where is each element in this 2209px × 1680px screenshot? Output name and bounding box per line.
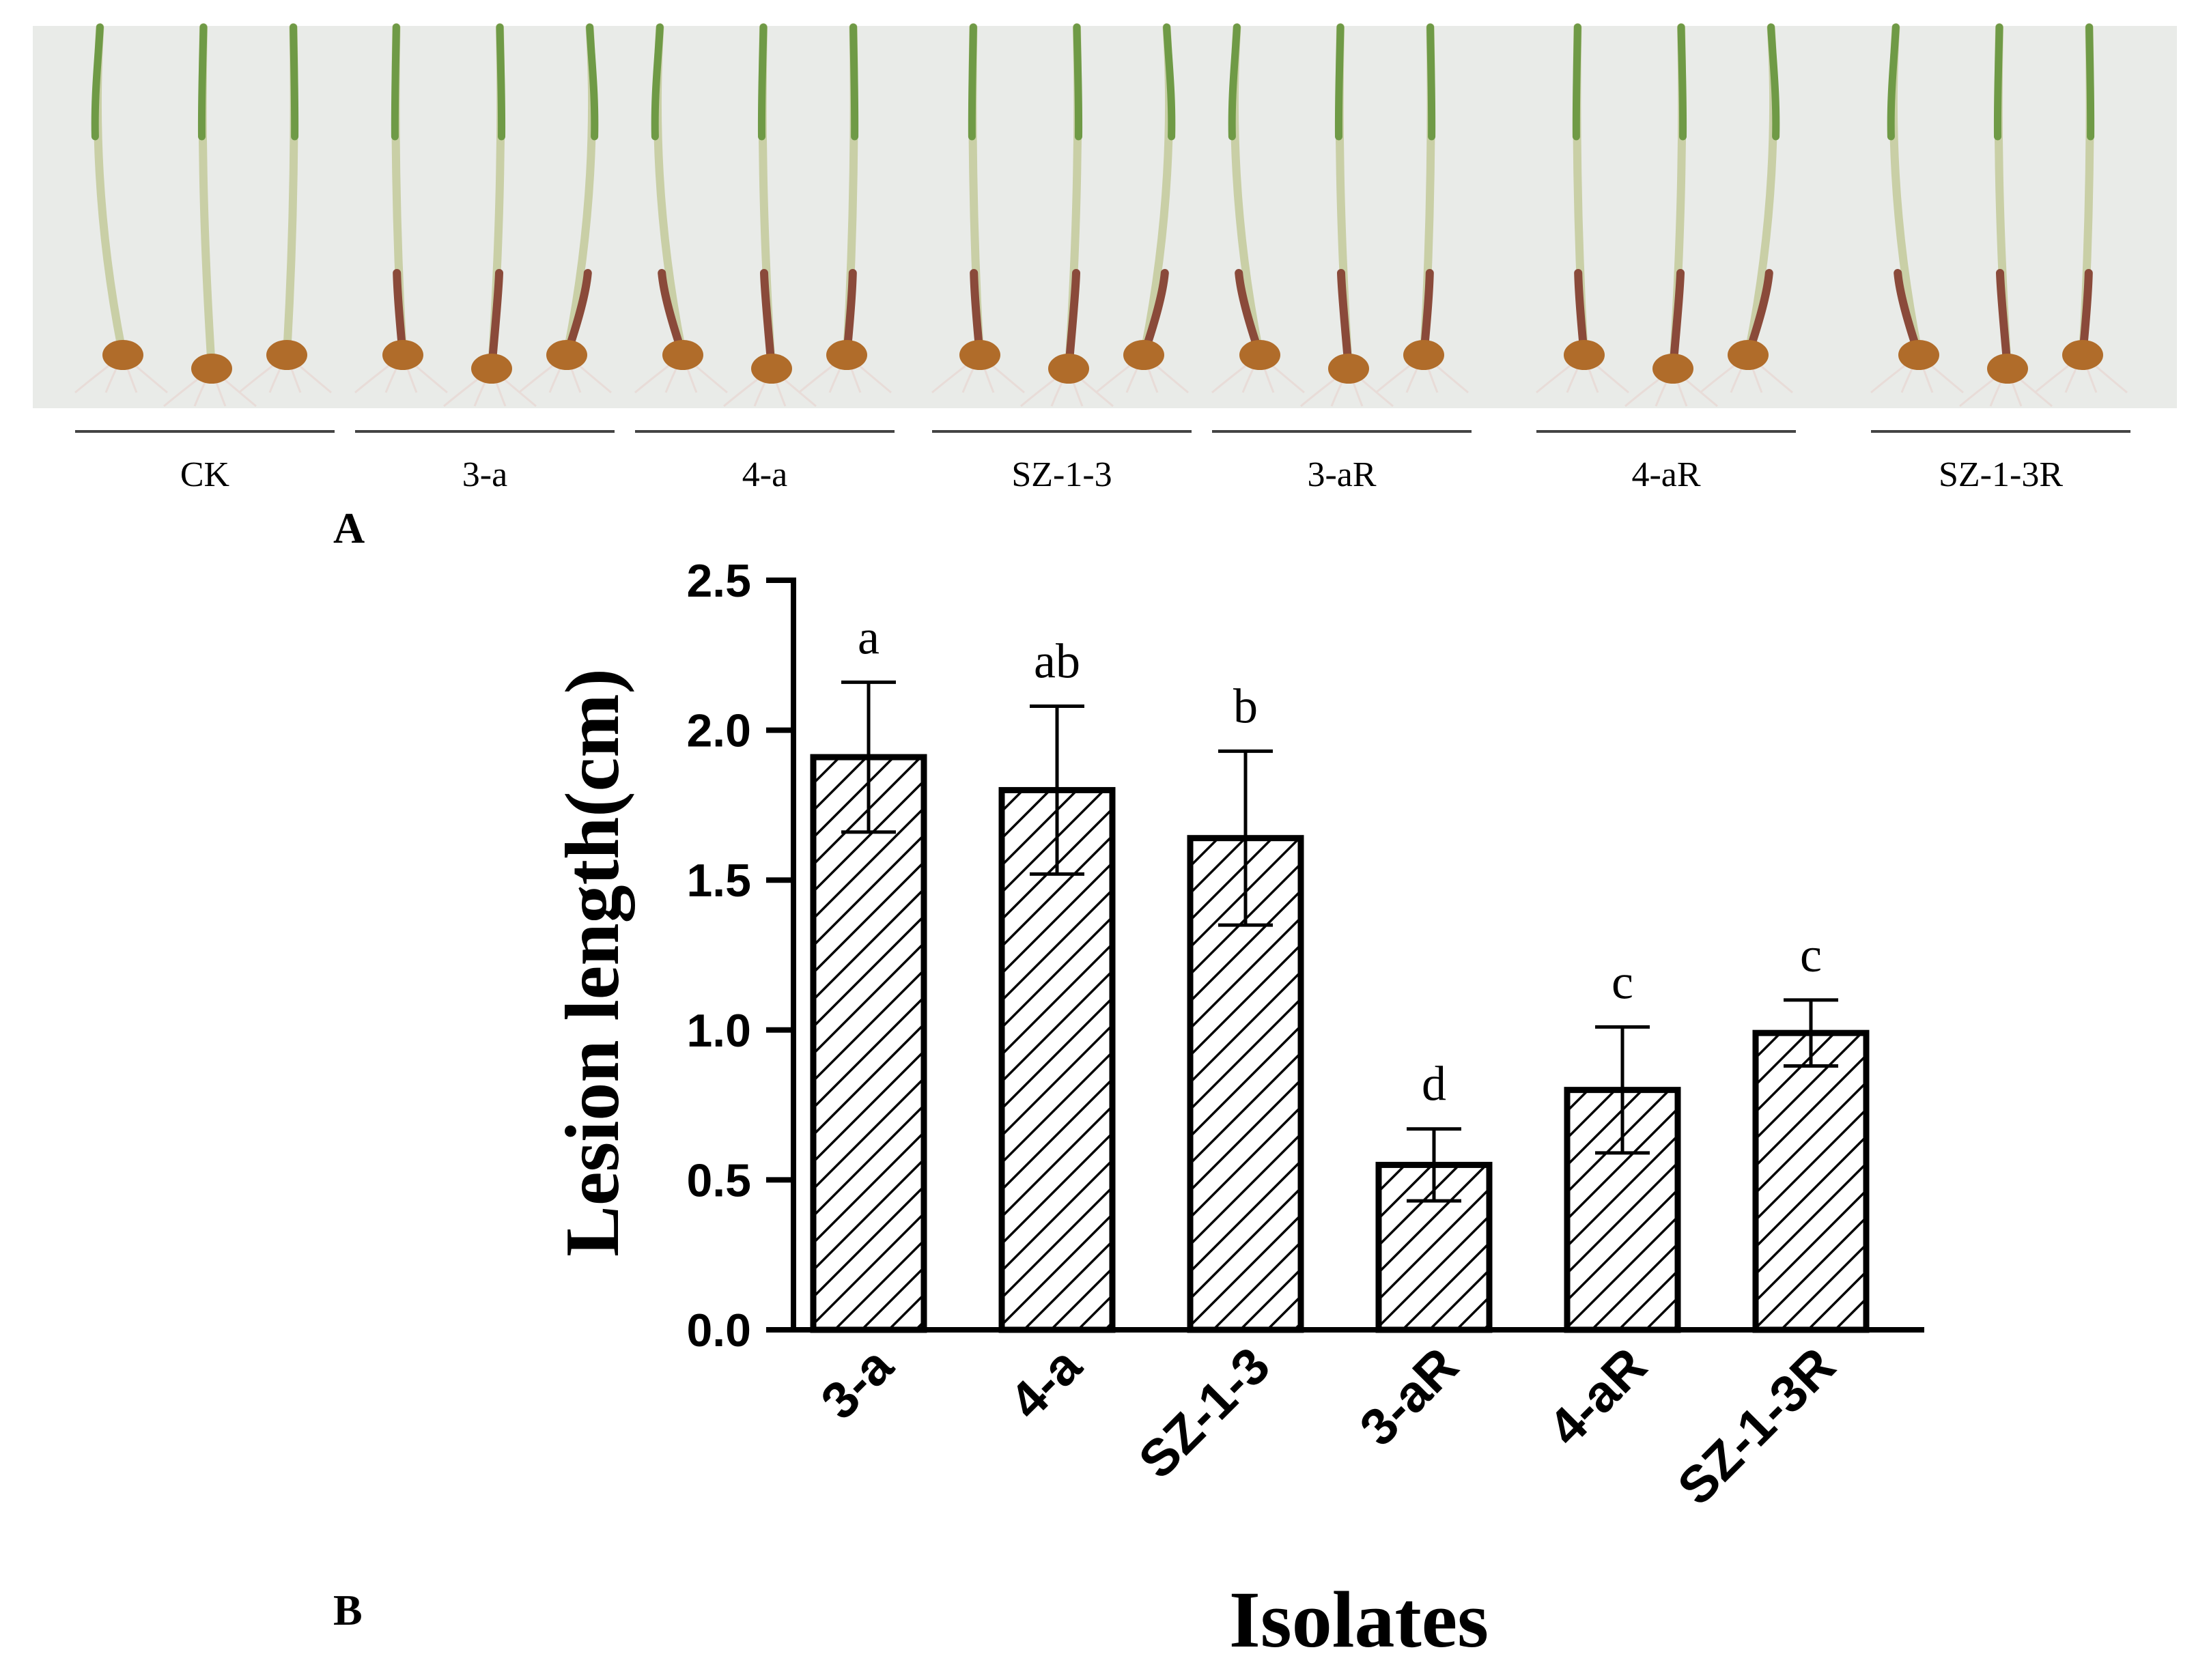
- seedling: [723, 23, 817, 408]
- y-tick-label: 1.0: [686, 1005, 751, 1057]
- group-label: 3-aR: [1307, 455, 1376, 494]
- seedling: [1020, 23, 1114, 408]
- seedling: [1700, 23, 1793, 394]
- bar: [998, 786, 1116, 1333]
- bar-chart: 0.0 0.5 1.0 1.5 2.0 2.5 a 3-a ab 4-a b SZ-1-3 d 3-aR c…: [686, 555, 1924, 1516]
- seedling: [1624, 23, 1718, 408]
- seedling: [163, 23, 257, 408]
- x-tick-label: 4-a: [998, 1336, 1093, 1430]
- seedling: [1300, 23, 1394, 408]
- bar: [1752, 1029, 1870, 1333]
- x-tick-label: 3-a: [810, 1336, 904, 1430]
- seedling: [1536, 23, 1629, 394]
- bar: [810, 754, 927, 1333]
- panel-label-a: A: [333, 504, 365, 552]
- x-tick-label: SZ-1-3: [1128, 1337, 1281, 1490]
- group-label: 4-aR: [1631, 455, 1700, 494]
- seedling-photo: [33, 26, 2177, 408]
- panel-a-photo: CK 3-a 4-a SZ-1-3 3-aR 4-aR SZ-1-3R A: [33, 23, 2177, 552]
- group-label: 3-a: [462, 455, 507, 494]
- panel-label-b: B: [333, 1586, 363, 1634]
- significance-label: c: [1800, 928, 1822, 982]
- y-tick-label: 2.0: [686, 705, 751, 757]
- seedling: [634, 23, 728, 394]
- seedling: [1095, 23, 1189, 394]
- group-label: SZ-1-3R: [1939, 455, 2063, 494]
- seedling: [238, 23, 332, 394]
- significance-label: d: [1422, 1057, 1446, 1111]
- seedling: [798, 23, 892, 394]
- seedling: [443, 23, 537, 408]
- significance-label: c: [1612, 954, 1633, 1009]
- seedling: [2034, 23, 2128, 394]
- group-labels: CK 3-a 4-a SZ-1-3 3-aR 4-aR SZ-1-3R: [180, 455, 2063, 494]
- seedling: [1959, 23, 2053, 408]
- group-label: CK: [180, 455, 230, 494]
- panel-b-chart: 0.0 0.5 1.0 1.5 2.0 2.5 a 3-a ab 4-a b SZ-1-3 d 3-aR c…: [333, 555, 1924, 1664]
- seedling: [1375, 23, 1469, 394]
- seedlings: [74, 23, 2128, 408]
- seedling: [354, 23, 448, 394]
- x-tick-label: 4-aR: [1537, 1337, 1658, 1457]
- y-tick-label: 2.5: [686, 555, 751, 607]
- y-tick-label: 1.5: [686, 855, 751, 907]
- y-tick-label: 0.0: [686, 1305, 751, 1356]
- x-tick-label: 3-aR: [1349, 1337, 1469, 1457]
- x-axis-label: Isolates: [1229, 1575, 1489, 1664]
- y-axis-label: Lesion length(cm): [550, 668, 635, 1257]
- seedling: [1870, 23, 1964, 394]
- seedling: [1211, 23, 1305, 394]
- group-label: SZ-1-3: [1011, 455, 1112, 494]
- y-tick-label: 0.5: [686, 1154, 751, 1206]
- significance-label: ab: [1034, 633, 1080, 688]
- seedling: [518, 23, 612, 394]
- seedling: [931, 23, 1025, 394]
- group-label: 4-a: [742, 455, 787, 494]
- significance-label: a: [858, 610, 880, 664]
- x-tick-label: SZ-1-3R: [1667, 1337, 1846, 1516]
- seedling: [74, 23, 168, 394]
- significance-label: b: [1233, 679, 1258, 733]
